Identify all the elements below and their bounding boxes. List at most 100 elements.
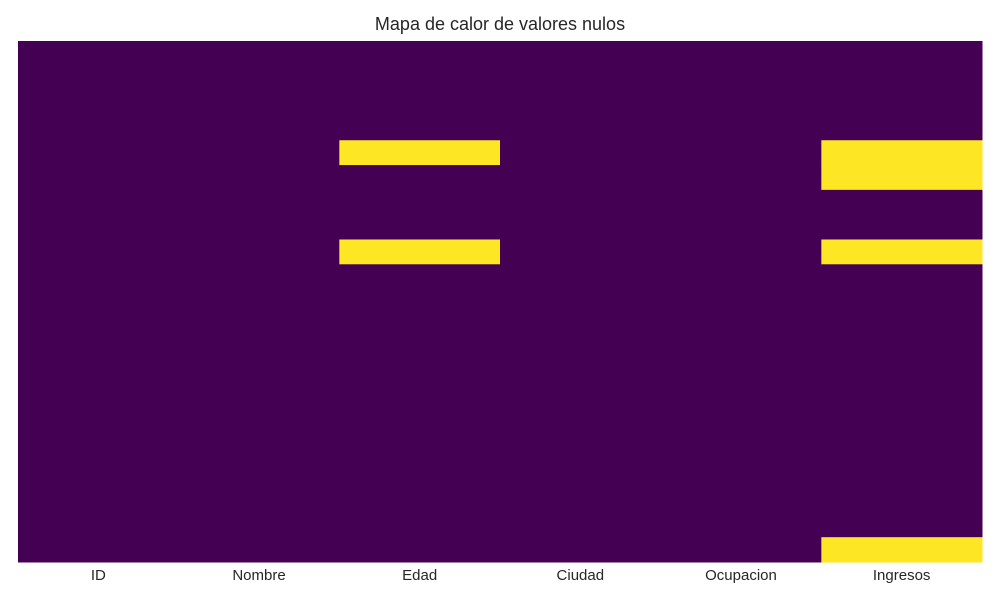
heatmap-cell	[821, 512, 983, 538]
heatmap-cell	[821, 41, 983, 67]
heatmap-cell	[339, 41, 501, 67]
heatmap-cell	[821, 90, 983, 116]
heatmap-cell	[821, 65, 983, 92]
heatmap-cell	[178, 189, 340, 216]
heatmap-cell	[500, 214, 662, 240]
x-tick-label: Edad	[402, 567, 437, 584]
heatmap-cell	[500, 41, 662, 67]
heatmap-cell	[660, 512, 822, 538]
heatmap-cell	[178, 41, 340, 67]
heatmap-cell	[18, 413, 180, 439]
heatmap-cell	[178, 388, 340, 414]
heatmap-cell	[821, 487, 983, 513]
heatmap-cell	[500, 437, 662, 464]
heatmap-cell	[178, 214, 340, 240]
heatmap-cell	[660, 487, 822, 513]
heatmap-cell	[821, 462, 983, 489]
heatmap-cell	[339, 338, 501, 365]
heatmap-cell	[821, 264, 983, 290]
heatmap-cell	[821, 437, 983, 464]
heatmap-cell	[178, 512, 340, 538]
heatmap-cell	[18, 487, 180, 513]
heatmap-cell	[178, 165, 340, 191]
heatmap-cell	[339, 363, 501, 389]
heatmap-cell	[500, 115, 662, 141]
heatmap-cell	[178, 115, 340, 141]
heatmap-cell	[821, 537, 983, 563]
heatmap-cell	[339, 388, 501, 414]
heatmap-cell	[821, 189, 983, 216]
heatmap-cell	[178, 313, 340, 340]
heatmap-cell	[18, 338, 180, 365]
heatmap-cell	[821, 214, 983, 240]
heatmap-cell	[500, 487, 662, 513]
heatmap-cell	[500, 264, 662, 290]
heatmap-cell	[178, 239, 340, 265]
heatmap-cell	[178, 140, 340, 166]
heatmap-cell	[660, 189, 822, 216]
heatmap-cell	[18, 462, 180, 489]
heatmap-cell	[660, 338, 822, 365]
x-tick-labels: ID Nombre Edad Ciudad Ocupacion Ingresos	[91, 567, 931, 584]
heatmap-cell	[500, 537, 662, 563]
heatmap-cell	[178, 65, 340, 92]
heatmap-cell	[339, 313, 501, 340]
heatmap-cell	[339, 239, 501, 265]
heatmap-cell	[500, 140, 662, 166]
heatmap-cell	[500, 239, 662, 265]
heatmap-cell	[821, 165, 983, 191]
heatmap-cell	[500, 313, 662, 340]
heatmap-cell	[18, 313, 180, 340]
heatmap-cell	[18, 41, 180, 67]
heatmap-cell	[178, 289, 340, 315]
x-tick-label: Nombre	[232, 567, 285, 584]
heatmap-cell	[18, 363, 180, 389]
heatmap-cell	[178, 462, 340, 489]
heatmap-cell	[660, 65, 822, 92]
heatmap-cell	[660, 363, 822, 389]
heatmap-cell	[821, 313, 983, 340]
heatmap-cell	[500, 338, 662, 365]
heatmap-cell	[500, 289, 662, 315]
heatmap-cell	[821, 140, 983, 166]
heatmap-cell	[660, 140, 822, 166]
heatmap-cell	[18, 289, 180, 315]
heatmap-cells	[18, 41, 983, 563]
heatmap-cell	[500, 65, 662, 92]
chart-title: Mapa de calor de valores nulos	[374, 14, 626, 34]
heatmap-cell	[821, 338, 983, 365]
heatmap-cell	[339, 537, 501, 563]
heatmap-cell	[339, 487, 501, 513]
heatmap-cell	[500, 363, 662, 389]
heatmap-cell	[660, 289, 822, 315]
heatmap-cell	[178, 363, 340, 389]
heatmap-cell	[18, 512, 180, 538]
heatmap-cell	[660, 264, 822, 290]
heatmap-cell	[178, 90, 340, 116]
heatmap-cell	[500, 462, 662, 489]
x-tick-label: ID	[91, 567, 106, 584]
heatmap-cell	[660, 388, 822, 414]
heatmap-cell	[660, 90, 822, 116]
heatmap-cell	[660, 41, 822, 67]
heatmap-cell	[339, 115, 501, 141]
heatmap-cell	[500, 512, 662, 538]
heatmap-cell	[339, 264, 501, 290]
heatmap-cell	[821, 388, 983, 414]
heatmap-cell	[18, 115, 180, 141]
heatmap-cell	[339, 512, 501, 538]
heatmap-cell	[821, 239, 983, 265]
heatmap-cell	[339, 289, 501, 315]
heatmap-cell	[660, 313, 822, 340]
heatmap-cell	[821, 115, 983, 141]
heatmap-cell	[18, 388, 180, 414]
heatmap-cell	[660, 462, 822, 489]
heatmap-cell	[821, 363, 983, 389]
heatmap-cell	[339, 140, 501, 166]
heatmap-cell	[178, 437, 340, 464]
heatmap-cell	[339, 413, 501, 439]
heatmap-cell	[18, 90, 180, 116]
heatmap-cell	[660, 437, 822, 464]
heatmap-cell	[821, 413, 983, 439]
